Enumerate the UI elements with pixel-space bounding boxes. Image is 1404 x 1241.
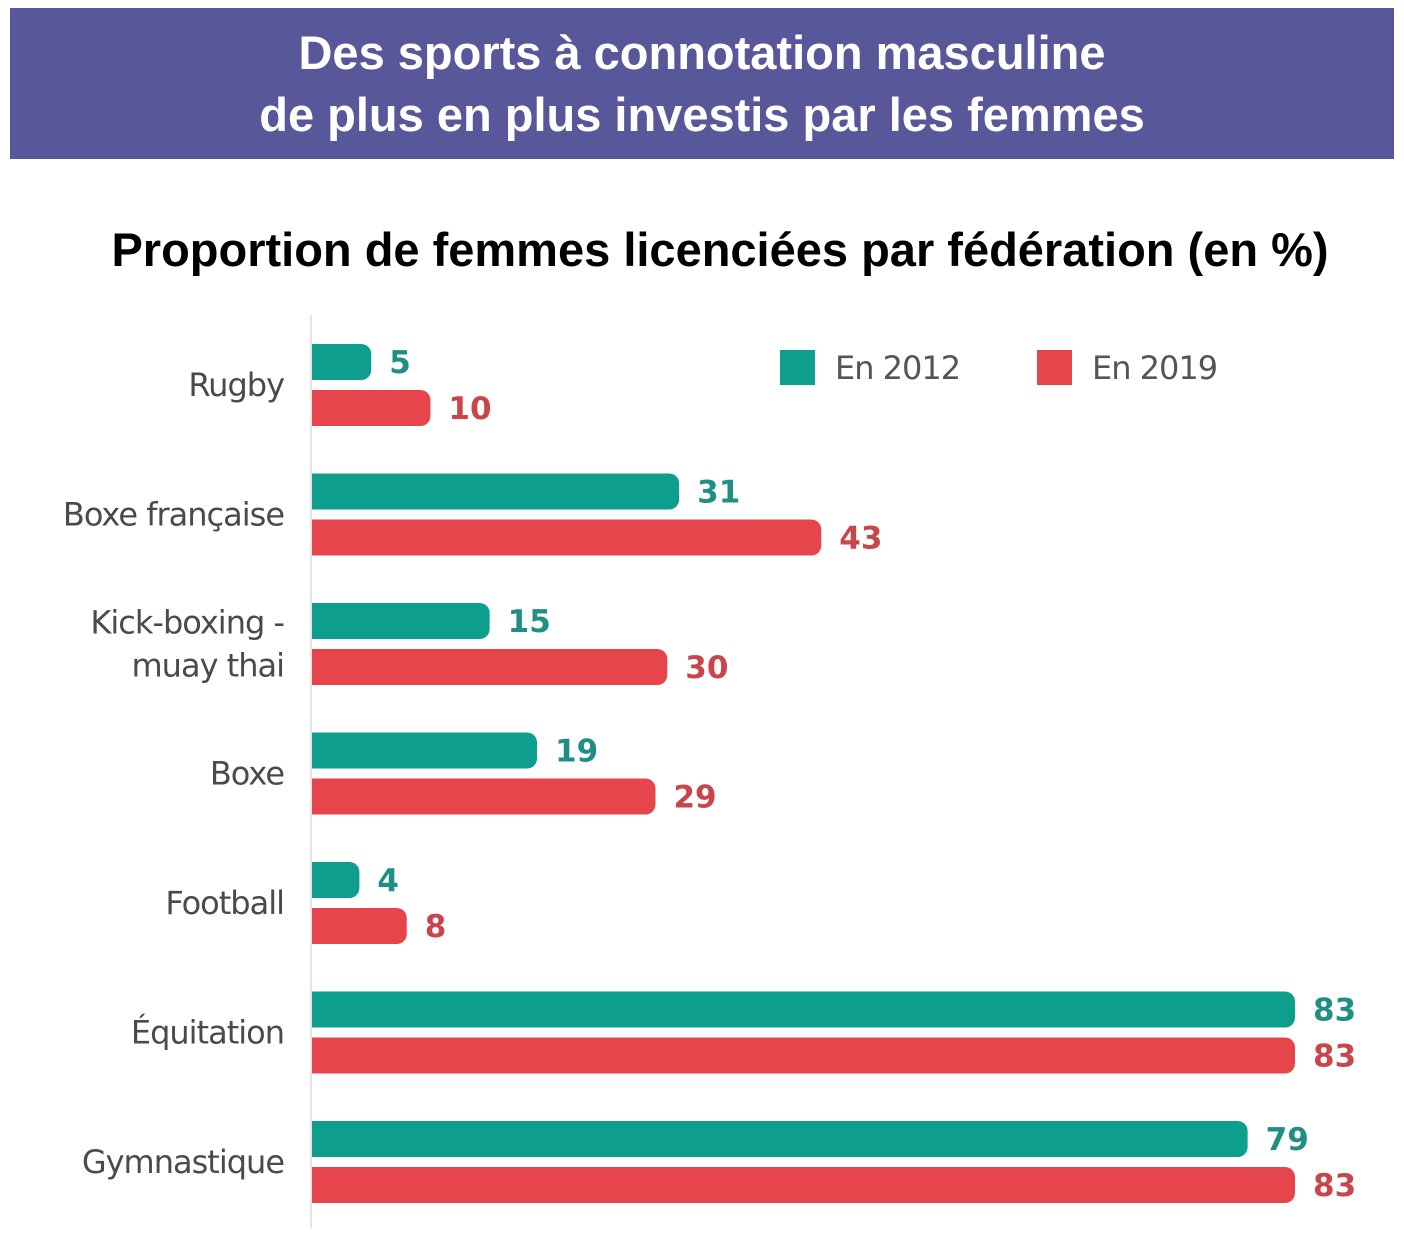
bar-base bbox=[312, 862, 332, 898]
data-label: 83 bbox=[1313, 1168, 1356, 1204]
legend-swatch bbox=[780, 350, 815, 385]
category-label: Boxe française bbox=[63, 496, 284, 534]
bar-base bbox=[312, 1167, 332, 1203]
data-label: 31 bbox=[697, 475, 740, 511]
data-label: 79 bbox=[1266, 1122, 1309, 1158]
legend-label: En 2012 bbox=[835, 349, 960, 387]
bar-base bbox=[312, 390, 332, 426]
bar-base bbox=[312, 519, 332, 556]
data-label: 5 bbox=[389, 345, 411, 381]
data-label: 10 bbox=[448, 391, 491, 427]
bar-base bbox=[312, 603, 332, 639]
legend-swatch bbox=[1037, 350, 1072, 385]
bar-en-2012 bbox=[312, 1121, 1248, 1157]
bar-base bbox=[312, 649, 332, 685]
data-label: 83 bbox=[1313, 1039, 1356, 1075]
category-label: muay thai bbox=[132, 647, 285, 685]
bar-en-2019 bbox=[312, 649, 668, 685]
header-banner: Des sports à connotation masculine de pl… bbox=[10, 8, 1394, 159]
data-label: 43 bbox=[839, 521, 882, 557]
bar-en-2012 bbox=[312, 603, 490, 639]
data-label: 8 bbox=[425, 909, 447, 945]
data-label: 29 bbox=[673, 780, 716, 816]
bar-en-2012 bbox=[312, 991, 1295, 1028]
bar-base bbox=[312, 1037, 332, 1074]
header-line-2: de plus en plus investis par les femmes bbox=[259, 87, 1145, 141]
bar-en-2019 bbox=[312, 908, 407, 944]
legend-label: En 2019 bbox=[1092, 349, 1217, 387]
data-label: 4 bbox=[377, 863, 399, 899]
chart-title: Proportion de femmes licenciées par fédé… bbox=[111, 223, 1329, 276]
bar-en-2012 bbox=[312, 732, 538, 769]
category-label: Équitation bbox=[131, 1014, 284, 1052]
bar-en-2019 bbox=[312, 519, 822, 556]
bar-base bbox=[312, 344, 332, 380]
bar-en-2019 bbox=[312, 390, 431, 426]
bar-base bbox=[312, 1121, 332, 1157]
category-label: Rugby bbox=[188, 366, 284, 404]
category-label: Football bbox=[165, 884, 284, 922]
bar-en-2019 bbox=[312, 778, 656, 815]
header-line-1: Des sports à connotation masculine bbox=[298, 25, 1106, 79]
legend: En 2012 En 2019 bbox=[780, 349, 1218, 387]
data-label: 83 bbox=[1313, 993, 1356, 1029]
data-label: 15 bbox=[508, 604, 551, 640]
bar-en-2019 bbox=[312, 1167, 1295, 1203]
bar-base bbox=[312, 908, 332, 944]
category-label: Boxe bbox=[210, 755, 284, 793]
category-label: Kick-boxing - bbox=[90, 604, 284, 642]
data-label: 19 bbox=[555, 734, 598, 770]
data-label: 30 bbox=[685, 650, 728, 686]
bar-base bbox=[312, 732, 332, 769]
bar-base bbox=[312, 778, 332, 815]
bar-base bbox=[312, 473, 332, 510]
bar-en-2012 bbox=[312, 473, 680, 510]
category-label: Gymnastique bbox=[82, 1143, 284, 1181]
bar-en-2019 bbox=[312, 1037, 1295, 1074]
bar-base bbox=[312, 991, 332, 1028]
